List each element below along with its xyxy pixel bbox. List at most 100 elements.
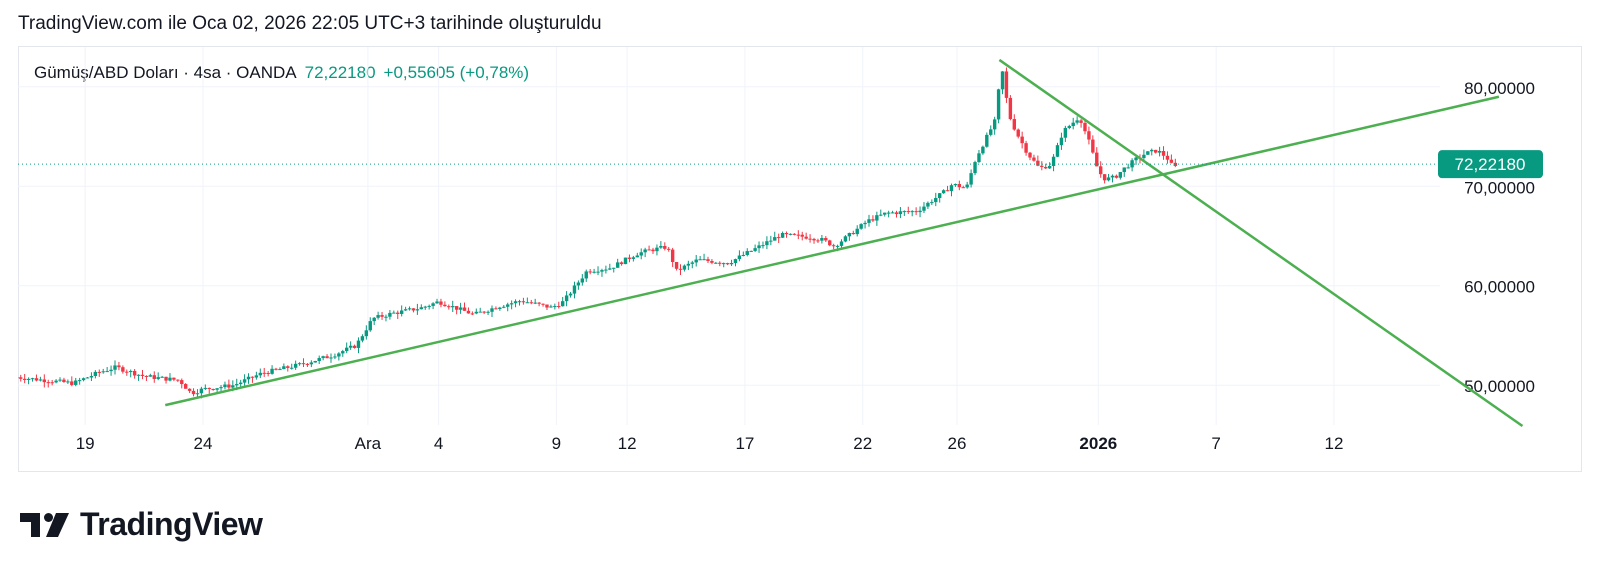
candle-body (615, 262, 620, 268)
candle-body (74, 380, 78, 385)
candle-body (148, 375, 153, 377)
candle-body (376, 315, 380, 318)
candle-body (180, 380, 184, 385)
candle-body (183, 384, 188, 389)
candle-body (867, 219, 871, 223)
candle-body (824, 238, 828, 241)
candle-body (1150, 149, 1154, 152)
candle-body (30, 378, 35, 380)
candle-body (553, 306, 557, 308)
candle-body (596, 271, 600, 273)
trendline-support (164, 95, 1500, 407)
candle-body (784, 233, 789, 235)
candle-body (949, 185, 954, 192)
candle-body (482, 311, 486, 313)
candle-body (140, 374, 145, 376)
symbol-name: Gümüş/ABD Doları · 4sa · OANDA (34, 63, 297, 82)
candle-body (348, 345, 353, 348)
candle-body (922, 206, 926, 211)
candle-body (18, 377, 19, 379)
candle-body (235, 384, 239, 386)
y-tick-label: 70,00000 (1464, 178, 1535, 197)
candle-body (293, 363, 298, 368)
y-tick-label: 50,00000 (1464, 377, 1535, 396)
candle-body (992, 119, 997, 130)
candle-body (761, 245, 765, 247)
candle-body (309, 362, 314, 365)
tradingview-logo[interactable]: TradingView (20, 506, 263, 543)
candle-body (780, 233, 785, 238)
x-tick-label: 12 (1325, 434, 1344, 453)
candle-body (953, 184, 958, 186)
candle-body (187, 388, 192, 391)
candle-body (329, 357, 333, 359)
candle-body (462, 307, 467, 311)
candle-body (1102, 174, 1107, 181)
candle-body (517, 301, 522, 303)
candle-body (721, 263, 726, 265)
candle-body (580, 278, 585, 283)
candle-body (1091, 139, 1095, 153)
candle-body (443, 304, 447, 307)
tradingview-logo-text: TradingView (80, 506, 263, 542)
candle-body (918, 210, 922, 213)
candle-body (19, 377, 23, 379)
candle-body (1012, 119, 1017, 130)
candle-body (714, 262, 718, 264)
candle-body (1110, 175, 1115, 178)
candle-body (541, 303, 545, 305)
candle-body (282, 366, 286, 370)
candle-body (109, 369, 113, 372)
candle-body (773, 237, 777, 241)
candle-body (396, 312, 400, 314)
candle-body (533, 302, 537, 304)
candle-body (1071, 122, 1075, 127)
candle-body (859, 224, 863, 229)
candle-body (765, 241, 769, 246)
candle-body (368, 321, 372, 331)
candle-body (643, 249, 647, 253)
candle-body (729, 263, 734, 265)
candle-body (439, 301, 443, 305)
candle-body (211, 389, 215, 391)
candle-body (415, 309, 420, 311)
candle-body (403, 309, 408, 311)
candle-body (262, 372, 266, 374)
candle-body (698, 259, 702, 261)
candle-body (156, 377, 160, 379)
candle-body (66, 381, 70, 383)
candle-body (313, 360, 317, 363)
candle-body (635, 255, 640, 258)
candle-body (725, 263, 730, 265)
candle-body (81, 378, 86, 381)
candle-body (1169, 159, 1174, 163)
candle-body (1083, 122, 1087, 132)
candle-body (776, 237, 781, 239)
candle-body (1016, 129, 1020, 137)
candle-body (474, 311, 478, 314)
candle-body (757, 245, 761, 249)
candle-body (706, 259, 710, 262)
candle-body (969, 173, 973, 185)
candle-body (1146, 151, 1150, 155)
candle-body (623, 257, 628, 265)
candle-body (1059, 137, 1064, 146)
candle-body (1044, 166, 1048, 169)
candle-body (274, 368, 278, 370)
candle-body (989, 129, 993, 135)
candle-body (568, 293, 573, 296)
candle-body (195, 393, 200, 395)
x-tick-label: 12 (618, 434, 637, 453)
candle-body (203, 387, 208, 389)
candle-body (612, 267, 616, 269)
x-tick-label: 24 (194, 434, 213, 453)
last-price-value: 72,22180 (304, 63, 376, 82)
candle-body (101, 371, 105, 373)
candle-body (1040, 165, 1044, 167)
candle-body (957, 184, 962, 188)
candle-body (655, 247, 659, 252)
candle-body (718, 262, 722, 264)
candle-body (246, 376, 251, 380)
candle-body (42, 379, 47, 383)
